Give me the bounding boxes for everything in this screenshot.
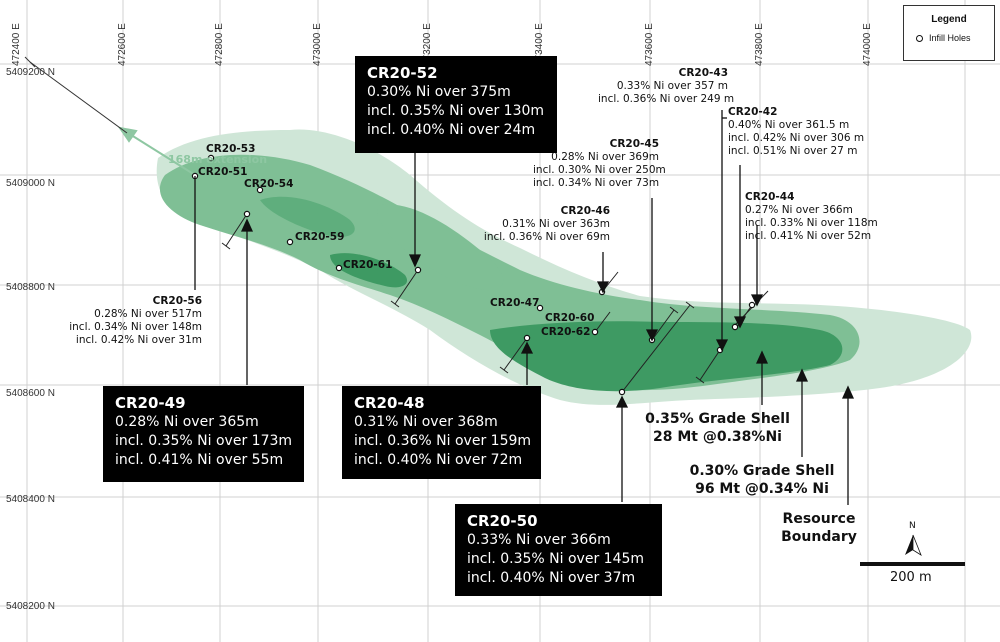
north-label: N xyxy=(909,521,916,531)
assay-line: 0.27% Ni over 366m xyxy=(745,204,853,216)
shell-tonnage: 96 Mt @0.34% Ni xyxy=(695,481,829,497)
box-line: incl. 0.36% Ni over 159m xyxy=(354,433,532,449)
assay-label-cr2044: CR20-44 0.27% Ni over 366m incl. 0.33% N… xyxy=(745,191,878,243)
result-box-cr2050: CR20-50 0.33% Ni over 366m incl. 0.35% N… xyxy=(455,504,662,596)
grade-shell-030-upper xyxy=(377,204,504,291)
grade-shell-035-label: 0.35% Grade Shell 28 Mt @0.38%Ni xyxy=(640,410,795,446)
hole-title: CR20-45 xyxy=(609,138,659,150)
box-line: 0.31% Ni over 368m xyxy=(354,414,498,430)
box-line: incl. 0.41% Ni over 55m xyxy=(115,452,284,468)
hole-title: CR20-43 xyxy=(678,67,728,79)
assay-line: incl. 0.42% Ni over 31m xyxy=(75,334,202,346)
hole-title: CR20-56 xyxy=(152,295,202,307)
grade-shell-035-mid xyxy=(260,196,355,238)
legend-item-label: Infill Holes xyxy=(929,33,971,43)
easting-label: 474000 E xyxy=(862,23,873,66)
result-box-cr2052: CR20-52 0.30% Ni over 375m incl. 0.35% N… xyxy=(355,56,557,153)
assay-line: incl. 0.30% Ni over 250m xyxy=(533,164,666,176)
resource-line: Resource xyxy=(782,511,856,527)
easting-label: 473000 E xyxy=(312,23,323,66)
assay-line: incl. 0.41% Ni over 52m xyxy=(745,230,872,242)
hole-title: CR20-46 xyxy=(560,205,610,217)
resource-line: Boundary xyxy=(781,529,857,545)
result-box-cr2049: CR20-49 0.28% Ni over 365m incl. 0.35% N… xyxy=(103,386,304,482)
assay-line: 0.33% Ni over 357 m xyxy=(616,80,728,92)
hole-label: CR20-53 xyxy=(206,143,256,155)
box-line: incl. 0.40% Ni over 72m xyxy=(354,452,523,468)
grade-shell-035-west xyxy=(330,253,408,288)
assay-line: incl. 0.34% Ni over 148m xyxy=(69,321,202,333)
box-line: incl. 0.35% Ni over 173m xyxy=(115,433,293,449)
assay-label-cr2046: CR20-46 0.31% Ni over 363m incl. 0.36% N… xyxy=(480,205,610,244)
box-title: CR20-50 xyxy=(467,512,538,530)
easting-label: 473600 E xyxy=(644,23,655,66)
hole-label: CR20-60 xyxy=(545,312,595,324)
box-line: incl. 0.35% Ni over 145m xyxy=(467,551,645,567)
extension-label: 168m extension xyxy=(168,153,268,166)
assay-line: incl. 0.51% Ni over 27 m xyxy=(728,145,858,157)
northing-label: 5409200 N xyxy=(6,67,55,78)
hole-label: CR20-59 xyxy=(295,231,345,243)
assay-line: 0.40% Ni over 361.5 m xyxy=(728,119,850,131)
north-arrow-icon xyxy=(905,534,922,556)
northing-label: 5409000 N xyxy=(6,178,55,189)
assay-label-cr2042: CR20-42 0.40% Ni over 361.5 m incl. 0.42… xyxy=(728,106,864,158)
assay-line: 0.28% Ni over 517m xyxy=(94,308,202,320)
hole-label: CR20-54 xyxy=(244,178,294,190)
assay-label-cr2043: CR20-43 0.33% Ni over 357 m incl. 0.36% … xyxy=(598,67,735,106)
assay-line: incl. 0.36% Ni over 249 m xyxy=(598,93,735,105)
leaders xyxy=(194,110,855,505)
box-line: 0.28% Ni over 365m xyxy=(115,414,259,430)
box-line: incl. 0.40% Ni over 24m xyxy=(367,122,536,138)
box-line: incl. 0.35% Ni over 130m xyxy=(367,103,545,119)
result-box-cr2048: CR20-48 0.31% Ni over 368m incl. 0.36% N… xyxy=(342,386,541,479)
legend: Legend Infill Holes xyxy=(903,5,995,61)
easting-label: 472600 E xyxy=(117,23,128,66)
hole-collars xyxy=(191,154,756,396)
resource-boundary-label: Resource Boundary xyxy=(775,510,863,546)
assay-line: incl. 0.33% Ni over 118m xyxy=(745,217,878,229)
box-line: incl. 0.40% Ni over 37m xyxy=(467,570,636,586)
shell-name: 0.35% Grade Shell xyxy=(645,411,790,427)
hole-label: CR20-47 xyxy=(490,297,540,309)
easting-label: 472400 E xyxy=(11,23,22,66)
hole-label: CR20-62 xyxy=(541,326,591,338)
assay-line: 0.28% Ni over 369m xyxy=(551,151,659,163)
hole-title: CR20-42 xyxy=(728,106,778,118)
box-line: 0.33% Ni over 366m xyxy=(467,532,611,548)
northing-label: 5408800 N xyxy=(6,282,55,293)
scale-label: 200 m xyxy=(890,570,932,585)
northing-label: 5408200 N xyxy=(6,601,55,612)
shell-name: 0.30% Grade Shell xyxy=(689,463,835,479)
grade-shell-030-label: 0.30% Grade Shell 96 Mt @0.34% Ni xyxy=(682,462,842,498)
assay-line: incl. 0.42% Ni over 306 m xyxy=(728,132,865,144)
assay-label-cr2045: CR20-45 0.28% Ni over 369m incl. 0.30% N… xyxy=(533,138,666,190)
assay-line: 0.31% Ni over 363m xyxy=(502,218,610,230)
assay-line: incl. 0.36% Ni over 69m xyxy=(483,231,610,243)
assay-line: incl. 0.34% Ni over 73m xyxy=(533,177,660,189)
northing-label: 5408600 N xyxy=(6,388,55,399)
hole-label: CR20-61 xyxy=(343,259,393,271)
box-title: CR20-49 xyxy=(115,394,186,412)
hole-title: CR20-44 xyxy=(745,191,795,203)
easting-label: 472800 E xyxy=(214,23,225,66)
box-title: CR20-48 xyxy=(354,394,425,412)
legend-title: Legend xyxy=(931,14,967,25)
scale-bar xyxy=(860,562,965,566)
box-line: 0.30% Ni over 375m xyxy=(367,84,511,100)
box-title: CR20-52 xyxy=(367,64,438,82)
section-line xyxy=(29,61,128,134)
assay-label-cr2056: CR20-56 0.28% Ni over 517m incl. 0.34% N… xyxy=(60,295,202,347)
infill-hole-icon xyxy=(916,35,923,43)
easting-label: 473800 E xyxy=(754,23,765,66)
legend-item: Infill Holes xyxy=(916,33,994,43)
grade-shell-035 xyxy=(490,321,843,392)
shell-tonnage: 28 Mt @0.38%Ni xyxy=(653,429,782,445)
northing-label: 5408400 N xyxy=(6,494,55,505)
hole-label: CR20-51 xyxy=(198,166,248,178)
